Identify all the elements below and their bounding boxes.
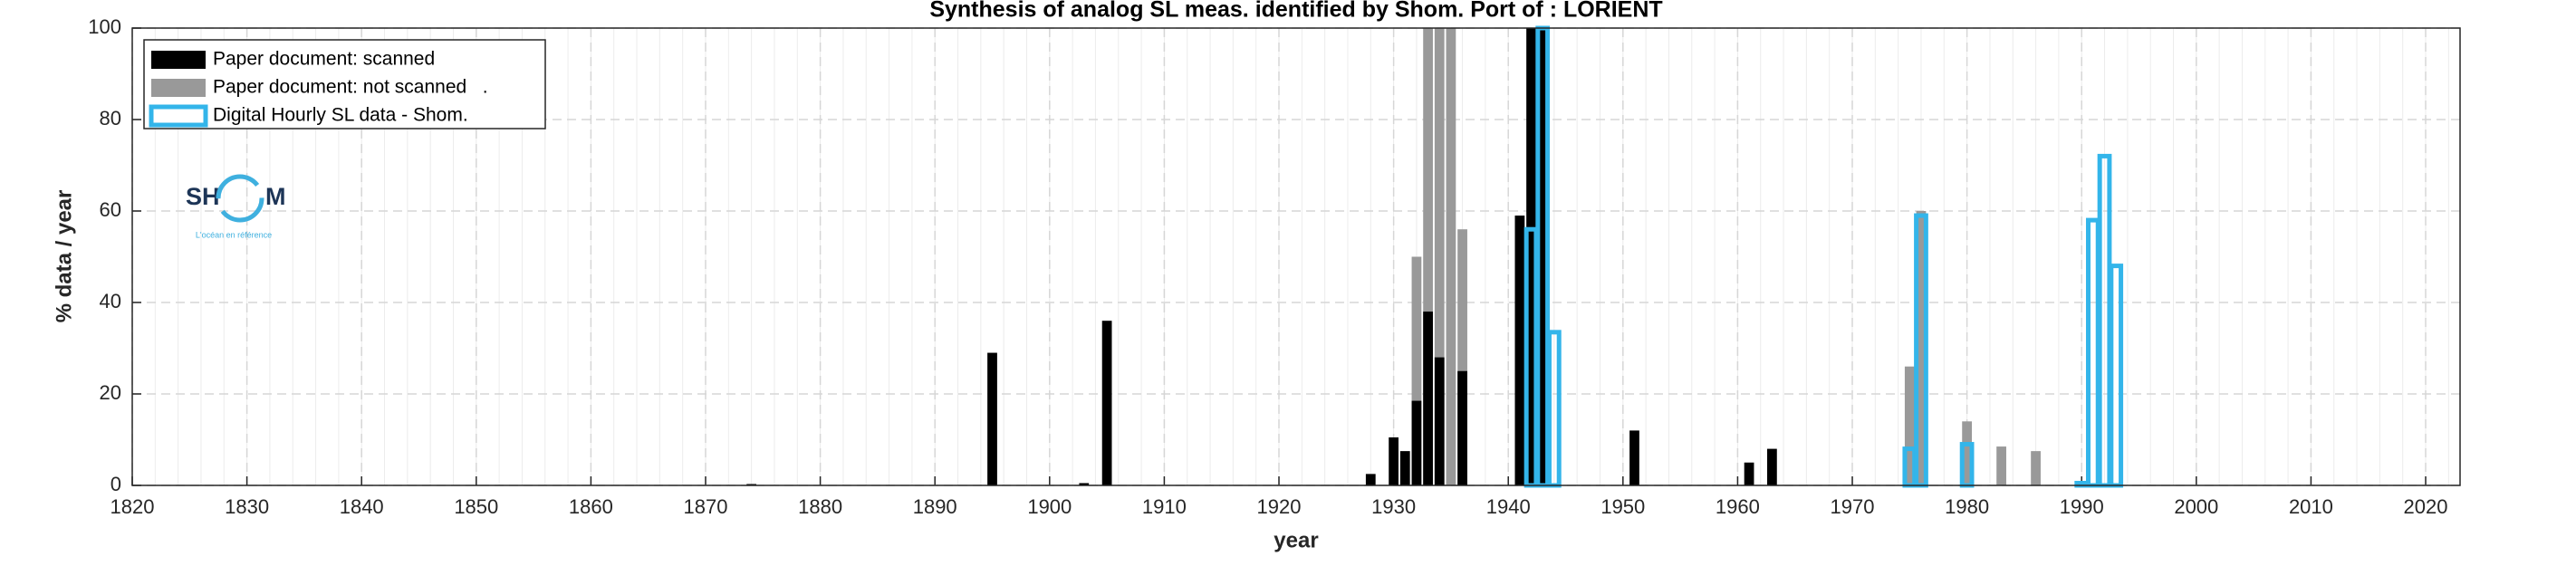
bar bbox=[1996, 446, 2006, 485]
bar bbox=[1537, 28, 1548, 485]
y-tick-label: 40 bbox=[100, 290, 121, 312]
x-tick-label: 1820 bbox=[111, 495, 155, 518]
x-tick-label: 1890 bbox=[913, 495, 957, 518]
bar bbox=[987, 352, 997, 485]
logo: SH M L'océan en référence bbox=[186, 174, 286, 239]
plot-frame bbox=[131, 27, 2461, 486]
y-tick-label: 20 bbox=[100, 381, 121, 404]
logo-text: M bbox=[265, 183, 286, 210]
y-axis-label: % data / year bbox=[52, 190, 76, 323]
bar bbox=[1767, 448, 1777, 485]
bar bbox=[1423, 28, 1433, 485]
x-tick-label: 1870 bbox=[684, 495, 728, 518]
bar bbox=[1904, 366, 1915, 485]
x-tick-label: 1980 bbox=[1945, 495, 1989, 518]
y-tick-label: 80 bbox=[100, 107, 121, 130]
bar bbox=[1514, 216, 1525, 486]
x-axis-label: year bbox=[1274, 528, 1318, 552]
bar bbox=[1411, 256, 1422, 485]
bar bbox=[1457, 370, 1467, 485]
bar bbox=[1446, 28, 1456, 485]
legend-swatch bbox=[151, 79, 206, 97]
bar bbox=[2031, 451, 2041, 485]
legend: Paper document: scanned Paper document: n… bbox=[143, 39, 546, 130]
logo-tagline: L'océan en référence bbox=[196, 230, 272, 239]
bar bbox=[1434, 28, 1445, 485]
legend-label: Paper document: not scanned . bbox=[213, 77, 488, 98]
x-tick-label: 1900 bbox=[1027, 495, 1072, 518]
x-tick-label: 1840 bbox=[340, 495, 384, 518]
x-tick-label: 2010 bbox=[2289, 495, 2333, 518]
bar bbox=[746, 484, 757, 485]
bar bbox=[1365, 474, 1376, 485]
chart-title: Synthesis of analog SL meas. identified … bbox=[929, 0, 1662, 23]
x-tick-label: 1950 bbox=[1600, 495, 1645, 518]
legend-label: Digital Hourly SL data - Shom. bbox=[213, 105, 468, 126]
logo-ring bbox=[216, 174, 264, 223]
legend-swatch bbox=[149, 104, 208, 128]
legend-swatch bbox=[151, 51, 206, 69]
bar bbox=[1389, 436, 1399, 485]
x-tick-label: 1990 bbox=[2060, 495, 2104, 518]
x-tick-label: 2020 bbox=[2404, 495, 2448, 518]
legend-label: Paper document: scanned bbox=[213, 49, 435, 70]
x-tick-label: 1940 bbox=[1486, 495, 1531, 518]
bar bbox=[1423, 312, 1433, 485]
x-tick-label: 1880 bbox=[798, 495, 842, 518]
y-tick-label: 100 bbox=[88, 15, 121, 38]
x-tick-label: 1970 bbox=[1831, 495, 1875, 518]
x-tick-label: 1920 bbox=[1257, 495, 1302, 518]
x-tick-label: 1930 bbox=[1371, 495, 1416, 518]
legend-box bbox=[143, 39, 546, 130]
bar bbox=[1916, 211, 1927, 485]
bar bbox=[1411, 400, 1422, 485]
bar bbox=[1962, 421, 1972, 485]
x-tick-label: 1830 bbox=[225, 495, 269, 518]
x-tick-label: 1910 bbox=[1142, 495, 1187, 518]
x-tick-label: 1860 bbox=[569, 495, 613, 518]
logo-text: SH bbox=[186, 183, 220, 210]
bar bbox=[1399, 451, 1410, 485]
bar bbox=[1457, 229, 1467, 485]
x-tick-label: 1960 bbox=[1716, 495, 1760, 518]
y-tick-label: 60 bbox=[100, 198, 121, 221]
x-tick-label: 2000 bbox=[2174, 495, 2218, 518]
bar bbox=[1434, 357, 1445, 485]
bar bbox=[1079, 483, 1090, 485]
bar bbox=[1101, 321, 1112, 485]
bar bbox=[1526, 28, 1536, 485]
y-tick-label: 0 bbox=[111, 473, 121, 495]
bar bbox=[1744, 462, 1754, 485]
x-tick-label: 1850 bbox=[454, 495, 498, 518]
bar bbox=[1629, 430, 1639, 485]
